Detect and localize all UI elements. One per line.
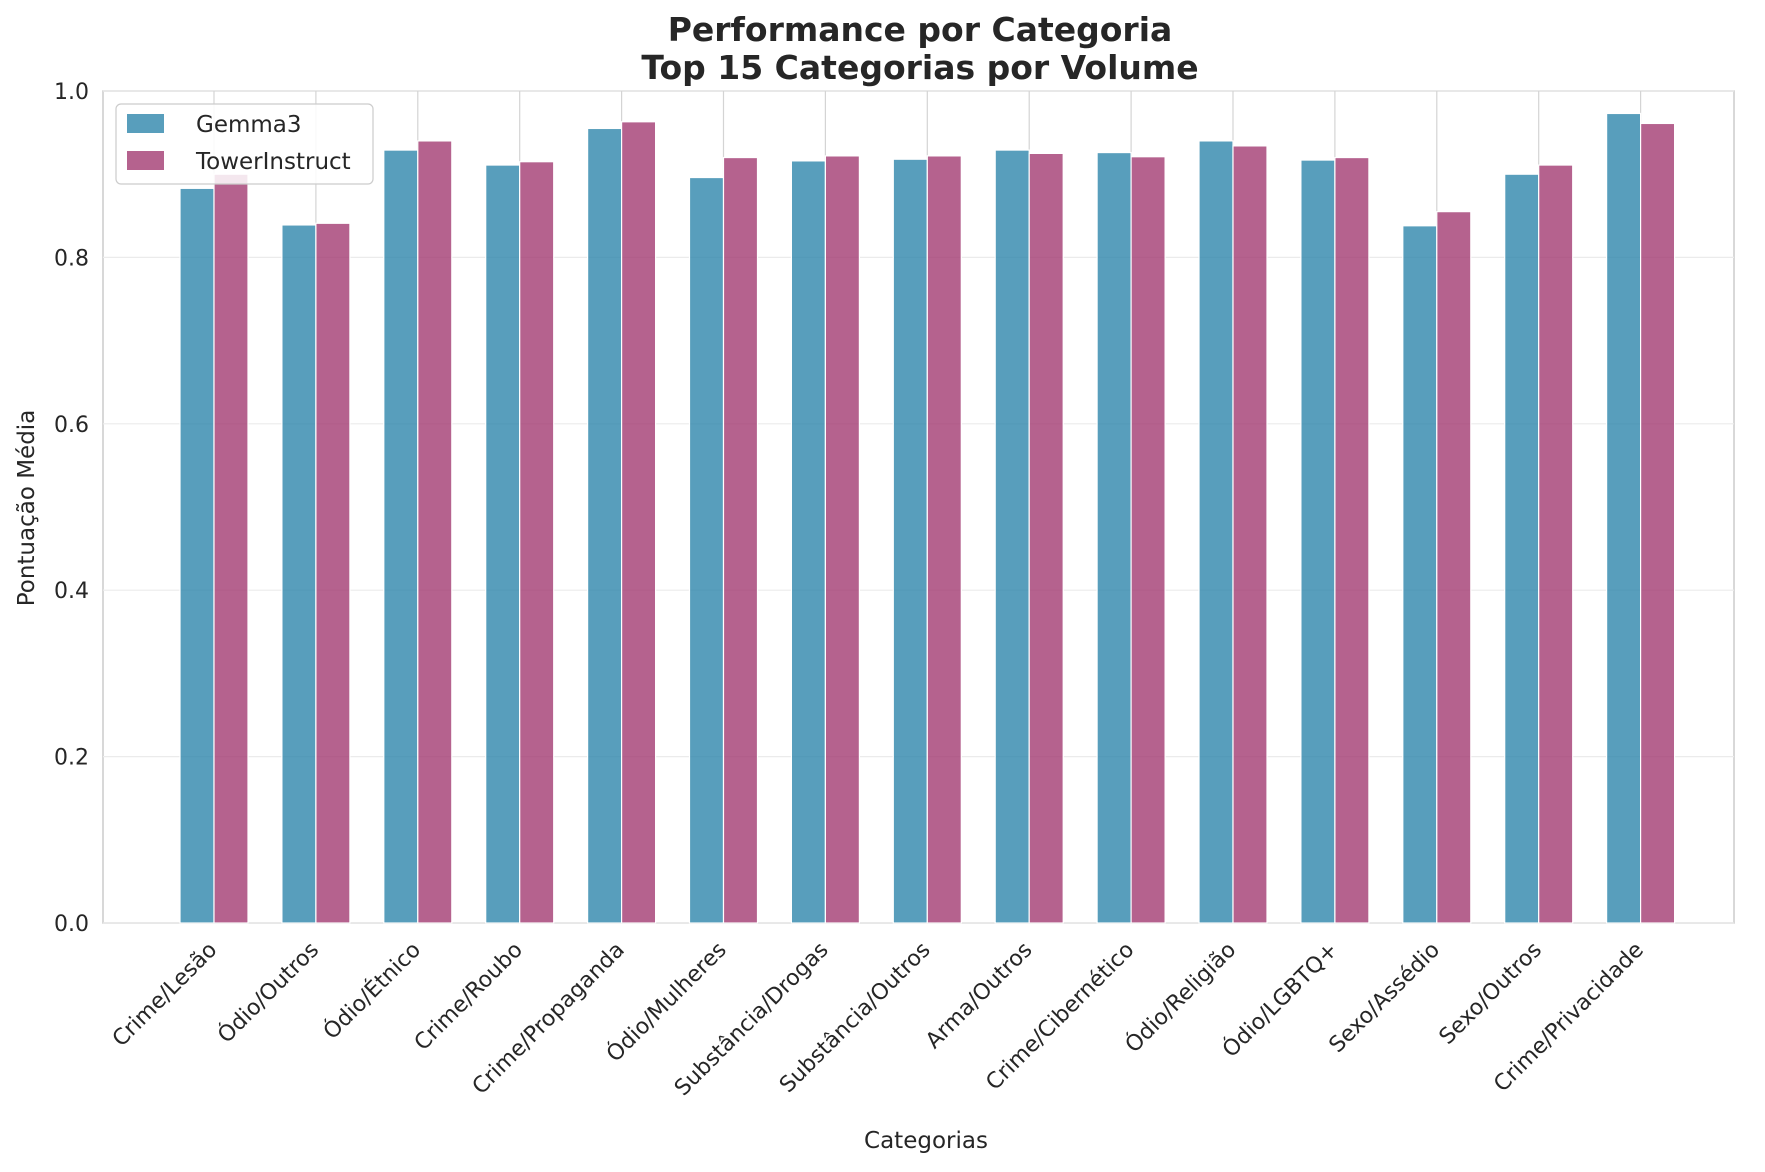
y-tick-label: 0.4 [54,579,89,604]
bars-layer [179,112,1676,924]
x-tick-label: Arma/Outros [921,938,1037,1054]
chart-subtitle: Top 15 Categorias por Volume [641,48,1198,87]
y-tick-label: 1.0 [54,80,89,105]
x-tick-label: Crime/Lesão [108,938,222,1052]
bar-towerinstruct [722,156,759,924]
x-tick-label: Ódio/Étnico [318,937,426,1045]
bar-gemma3 [1198,140,1234,924]
x-tick-label: Crime/Roubo [410,938,528,1056]
bar-gemma3 [892,158,928,924]
bar-towerinstruct [519,161,555,924]
bar-gemma3 [1402,225,1438,924]
bar-towerinstruct [1334,156,1370,924]
bar-gemma3 [383,149,419,924]
y-tick-label: 0.2 [54,746,89,771]
bar-gemma3 [586,127,623,924]
bar-gemma3 [688,176,725,924]
y-axis-label: Pontuação Média [14,410,40,607]
bar-gemma3 [485,164,521,924]
legend-label-towerinstruct: TowerInstruct [195,149,351,175]
legend: Gemma3 TowerInstruct [115,103,374,185]
bar-towerinstruct [926,155,962,924]
legend-swatch-gemma3 [127,114,164,133]
bar-gemma3 [1096,151,1132,924]
legend-label-gemma3: Gemma3 [196,112,302,138]
bar-towerinstruct [1538,164,1574,924]
chart-title: Performance por Categoria [668,10,1173,49]
y-tick-label: 0.6 [54,413,89,438]
legend-box [115,103,374,185]
bar-gemma3 [994,149,1030,924]
x-ticks: Crime/LesãoÓdio/OutrosÓdio/ÉtnicoCrime/R… [108,937,1649,1101]
bar-gemma3 [179,187,215,924]
y-tick-label: 0.0 [54,912,89,937]
legend-swatch-towerinstruct [127,151,164,170]
x-tick-label: Sexo/Outros [1435,938,1547,1050]
bar-towerinstruct [620,121,657,924]
bar-gemma3 [1605,112,1642,924]
bar-towerinstruct [213,173,249,924]
bar-gemma3 [281,224,317,924]
bar-towerinstruct [417,140,453,924]
bar-towerinstruct [1130,156,1166,924]
bar-gemma3 [1504,173,1540,924]
bar-towerinstruct [824,155,861,924]
y-ticks: 0.0 0.2 0.4 0.6 0.8 1.0 [54,80,89,937]
x-tick-label: Ódio/Outros [213,937,324,1048]
bar-towerinstruct [1436,211,1472,924]
y-tick-label: 0.8 [54,246,89,271]
bar-gemma3 [1300,159,1336,924]
bar-towerinstruct [315,222,351,924]
bar-towerinstruct [1639,122,1676,924]
bar-towerinstruct [1028,152,1064,924]
bar-gemma3 [790,160,827,924]
x-axis-label: Categorias [864,1128,988,1154]
bar-towerinstruct [1232,145,1268,924]
